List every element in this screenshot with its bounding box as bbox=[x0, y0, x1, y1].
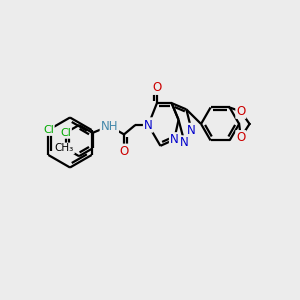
Text: CH₃: CH₃ bbox=[55, 143, 74, 153]
Text: N: N bbox=[170, 133, 178, 146]
Text: O: O bbox=[119, 145, 129, 158]
Text: Cl: Cl bbox=[60, 128, 71, 138]
Text: NH: NH bbox=[100, 119, 118, 133]
Text: N: N bbox=[187, 124, 196, 137]
Text: O: O bbox=[152, 81, 161, 94]
Text: O: O bbox=[236, 131, 245, 144]
Text: N: N bbox=[144, 118, 153, 131]
Text: O: O bbox=[236, 105, 245, 118]
Text: Cl: Cl bbox=[43, 125, 54, 135]
Text: N: N bbox=[180, 136, 189, 149]
Text: N: N bbox=[144, 118, 153, 131]
